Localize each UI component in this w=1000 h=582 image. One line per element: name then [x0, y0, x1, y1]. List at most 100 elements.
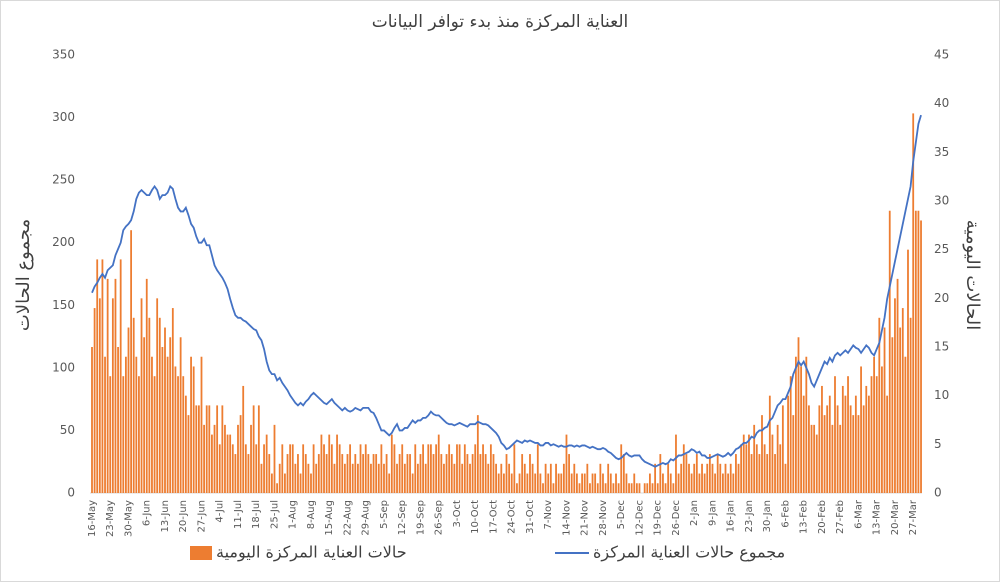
legend-swatch [190, 546, 212, 560]
bar [388, 473, 391, 493]
bar [166, 356, 169, 493]
bar [719, 463, 722, 493]
bar [156, 298, 159, 493]
bar [377, 463, 380, 493]
bar [484, 454, 487, 493]
bar [448, 444, 451, 493]
bar [200, 356, 203, 493]
bar [802, 395, 805, 493]
bar [273, 424, 276, 493]
bar [787, 395, 789, 493]
bar [330, 444, 333, 493]
bar [427, 444, 430, 493]
bar [98, 298, 101, 493]
bar [680, 463, 683, 493]
bar [776, 424, 779, 493]
bar [753, 424, 756, 493]
bar [401, 444, 404, 493]
bar [591, 473, 594, 493]
bar [576, 473, 578, 493]
bar [257, 405, 260, 493]
bar [737, 463, 740, 493]
bar [570, 473, 573, 493]
bar [302, 444, 305, 493]
bar [555, 463, 557, 493]
bar [372, 454, 375, 493]
bar [518, 473, 521, 493]
x-tick-label: 6-Jun [142, 500, 153, 526]
bar [101, 259, 104, 493]
bar [461, 463, 464, 493]
bar [495, 463, 497, 493]
bar [244, 444, 247, 493]
bar [823, 415, 826, 493]
bar [682, 444, 685, 493]
bar [390, 434, 393, 493]
bar [516, 483, 518, 493]
bar [195, 405, 198, 493]
bar [568, 454, 570, 493]
bar [119, 259, 122, 493]
bar [724, 463, 727, 493]
bar [844, 395, 847, 493]
y-tick-label: 350 [52, 48, 75, 62]
bar [143, 337, 146, 493]
bar [716, 454, 719, 493]
bar [675, 434, 677, 493]
bar [917, 210, 920, 493]
chart-title: العناية المركزة منذ بدء توافر البيانات [372, 12, 629, 32]
bar [857, 415, 860, 493]
bar [197, 405, 200, 493]
bar [320, 434, 323, 493]
bar [695, 454, 698, 493]
y2-tick-label: 15 [934, 340, 949, 354]
bar [542, 483, 544, 493]
x-tick-label: 13-Feb [799, 500, 810, 534]
bar [132, 317, 135, 493]
bar [589, 483, 591, 493]
x-tick-label: 23-Jan [744, 500, 755, 532]
bar [192, 366, 195, 493]
bar [278, 463, 281, 493]
y2-tick-label: 45 [934, 48, 949, 62]
bar [815, 434, 818, 493]
bar [586, 463, 589, 493]
x-tick-label: 23-May [105, 500, 116, 537]
x-tick-label: 26-Sep [434, 500, 445, 535]
x-tick-label: 2-Jan [689, 500, 700, 526]
x-tick-label: 10-Oct [470, 500, 481, 534]
x-tick-label: 12-Dec [634, 500, 645, 536]
x-tick-label: 31-Oct [525, 500, 536, 534]
y2-tick-label: 20 [934, 291, 949, 305]
y-tick-label: 300 [52, 110, 75, 124]
x-tick-label: 19-Sep [415, 500, 426, 535]
bar [755, 444, 758, 493]
bar [654, 463, 657, 493]
y-tick-label: 150 [52, 298, 75, 312]
bar [367, 454, 370, 493]
bar [351, 463, 354, 493]
bar [338, 444, 341, 493]
bar [208, 405, 211, 493]
x-tick-label: 20-Mar [890, 499, 901, 535]
bar [808, 405, 810, 493]
bar [547, 473, 550, 493]
bar [521, 454, 524, 493]
bar [581, 473, 584, 493]
y-tick-label: 0 [67, 486, 75, 500]
y-tick-label: 250 [52, 173, 75, 187]
bar [250, 424, 252, 493]
bar [792, 415, 795, 493]
bar [714, 473, 716, 493]
bar [174, 366, 177, 493]
bar [920, 220, 922, 493]
bar [899, 327, 902, 493]
bar [609, 473, 612, 493]
bar [854, 395, 857, 493]
bar [638, 483, 641, 493]
bar [471, 454, 474, 493]
bar [171, 308, 174, 493]
bar [615, 473, 617, 493]
bar [403, 463, 406, 493]
